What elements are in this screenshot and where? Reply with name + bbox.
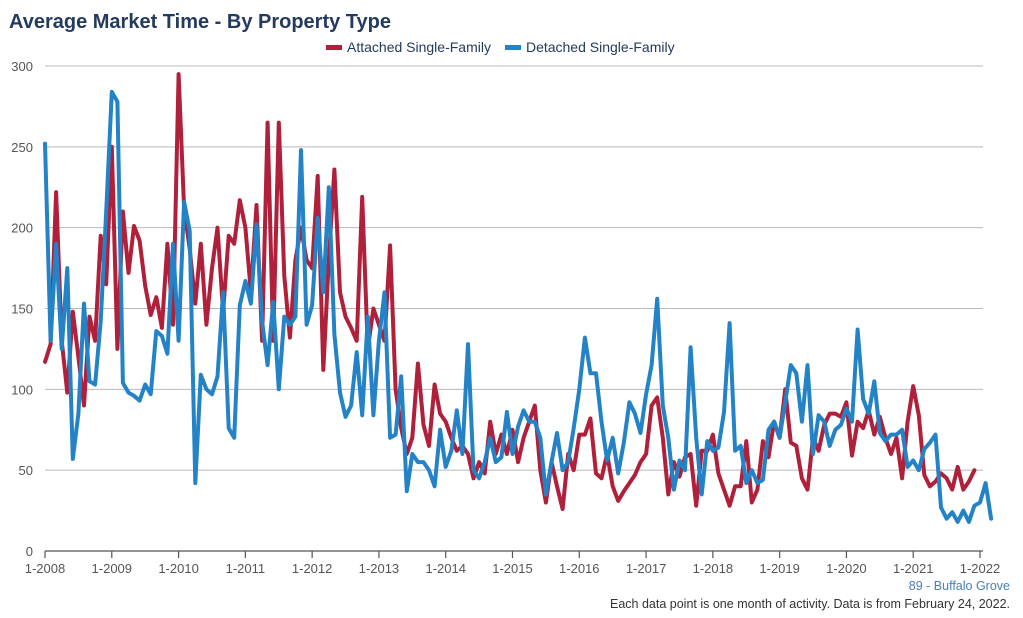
x-tick-label: 1-2021	[893, 561, 933, 576]
y-tick-label: 250	[11, 140, 33, 155]
y-tick-label: 300	[11, 59, 33, 74]
x-tick-label: 1-2016	[559, 561, 599, 576]
legend-item-attached[interactable]: Attached Single-Family	[326, 39, 491, 55]
y-tick-label: 100	[11, 382, 33, 397]
x-tick-label: 1-2019	[759, 561, 799, 576]
series-line-detached	[43, 89, 994, 524]
x-tick-label: 1-2017	[626, 561, 666, 576]
footnote: Each data point is one month of activity…	[610, 597, 1010, 611]
y-tick-label: 50	[19, 463, 33, 478]
legend-label-attached: Attached Single-Family	[347, 39, 491, 55]
legend-label-detached: Detached Single-Family	[525, 39, 675, 55]
x-tick-label: 1-2020	[826, 561, 866, 576]
y-tick-label: 150	[11, 302, 33, 317]
legend-item-detached[interactable]: Detached Single-Family	[504, 39, 675, 55]
chart-legend: Attached Single-Family Detached Single-F…	[326, 39, 675, 55]
x-tick-label: 1-2008	[25, 561, 65, 576]
x-tick-label: 1-2022	[960, 561, 1000, 576]
chart-title: Average Market Time - By Property Type	[9, 11, 391, 33]
x-tick-label: 1-2012	[292, 561, 332, 576]
y-tick-label: 0	[26, 544, 33, 559]
x-tick-label: 1-2018	[693, 561, 733, 576]
legend-swatch-detached	[504, 44, 521, 50]
x-tick-label: 1-2015	[492, 561, 532, 576]
x-tick-label: 1-2014	[425, 561, 465, 576]
x-tick-label: 1-2011	[226, 561, 266, 576]
legend-swatch-attached	[326, 44, 342, 50]
location-label: 89 - Buffalo Grove	[908, 579, 1010, 593]
x-tick-label: 1-2013	[359, 561, 399, 576]
y-tick-label: 200	[11, 221, 33, 236]
x-tick-label: 1-2010	[158, 561, 198, 576]
x-tick-label: 1-2009	[92, 561, 132, 576]
